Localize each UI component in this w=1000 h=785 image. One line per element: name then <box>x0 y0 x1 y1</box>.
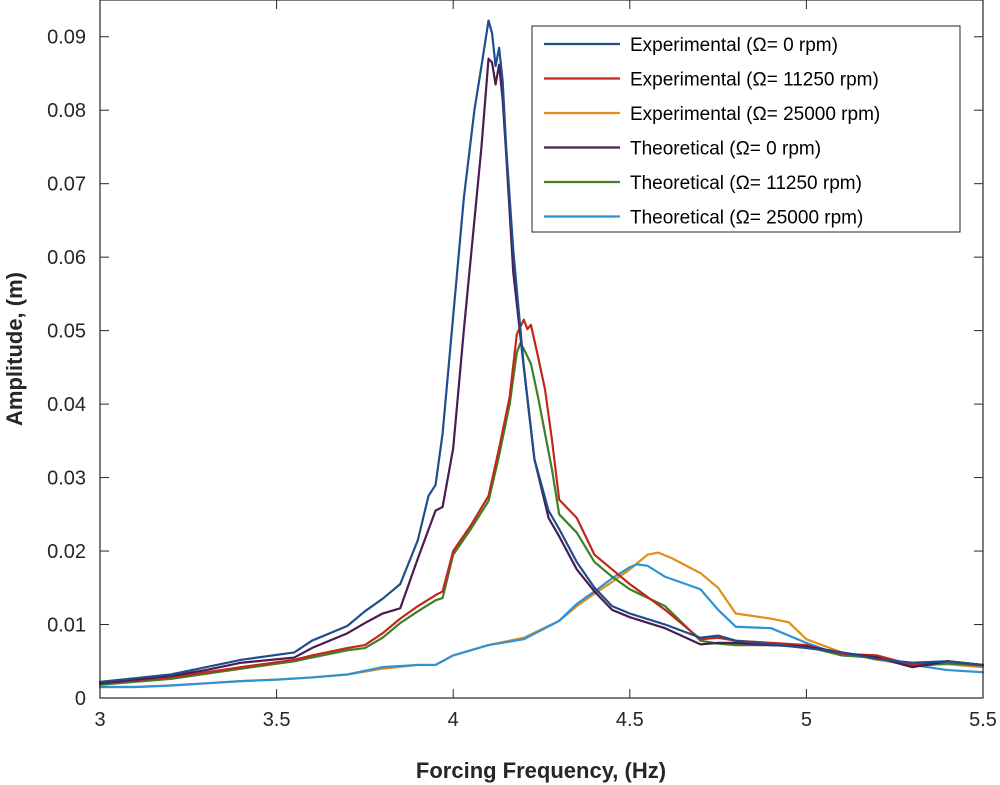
legend-label-4: Theoretical (Ω= 11250 rpm) <box>630 173 862 194</box>
legend-label-3: Theoretical (Ω= 0 rpm) <box>630 139 821 160</box>
y-tick-label: 0.08 <box>47 100 86 122</box>
legend-label-1: Experimental (Ω= 11250 rpm) <box>630 70 879 91</box>
legend-label-5: Theoretical (Ω= 25000 rpm) <box>630 208 863 229</box>
x-tick-label: 5 <box>801 709 812 731</box>
series-line-5 <box>98 563 985 689</box>
x-tick-label: 3 <box>94 709 105 731</box>
legend-label-0: Experimental (Ω= 0 rpm) <box>630 35 838 56</box>
x-axis: 3 3.5 4 4.5 5 5.5 <box>94 0 997 731</box>
series-layer <box>98 19 985 689</box>
y-tick-label: 0.09 <box>47 27 86 49</box>
legend: Experimental (Ω= 0 rpm) Experimental (Ω= … <box>531 25 961 233</box>
x-tick-label: 5.5 <box>969 709 997 731</box>
x-axis-title: Forcing Frequency, (Hz) <box>416 758 666 783</box>
y-tick-label: 0.01 <box>47 615 86 637</box>
plot-area-frame <box>99 0 984 699</box>
y-tick-label: 0.06 <box>47 247 86 269</box>
y-tick-label: 0.05 <box>47 321 86 343</box>
y-tick-label: 0.07 <box>47 174 86 196</box>
y-tick-label: 0.04 <box>47 394 86 416</box>
legend-box <box>531 25 961 233</box>
y-tick-label: 0.02 <box>47 541 86 563</box>
y-tick-label: 0.03 <box>47 468 86 490</box>
y-tick-label: 0 <box>75 688 86 710</box>
y-axis: 0 0.01 0.02 0.03 0.04 0.05 0.06 0.07 0.08 0.09 <box>47 27 983 710</box>
series-line-0 <box>98 19 985 683</box>
x-tick-label: 4.5 <box>616 709 644 731</box>
y-axis-title: Amplitude, (m) <box>2 272 27 426</box>
series-line-4 <box>98 342 985 686</box>
x-tick-label: 3.5 <box>263 709 291 731</box>
legend-label-2: Experimental (Ω= 25000 rpm) <box>630 104 880 125</box>
x-tick-label: 4 <box>448 709 459 731</box>
series-line-3 <box>98 57 985 685</box>
